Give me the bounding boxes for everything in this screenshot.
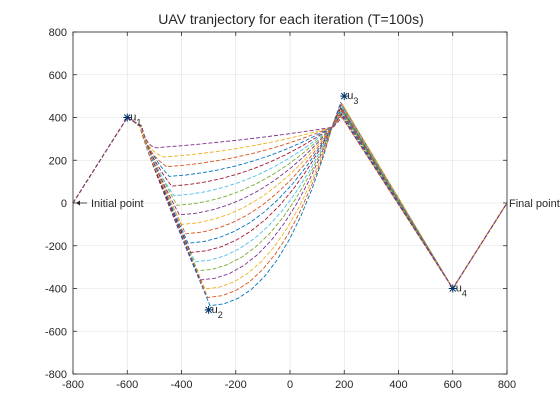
- trajectory-series: [72, 109, 508, 290]
- marker-stroke: [340, 92, 348, 100]
- marker-stroke: [205, 306, 212, 314]
- y-tick-label: -400: [45, 284, 67, 296]
- user-label: u3: [347, 90, 358, 106]
- x-tick-label: -200: [225, 379, 247, 391]
- initial-point-label: Initial point: [91, 198, 144, 210]
- x-tick-label: -800: [62, 379, 84, 391]
- marker-stroke: [123, 114, 131, 121]
- initial-point-arrowhead: [76, 200, 80, 206]
- trajectory-series: [72, 111, 508, 290]
- x-tick-label: 800: [498, 379, 516, 391]
- trajectory-series: [72, 115, 508, 290]
- user-marker: [123, 113, 132, 122]
- x-tick-label: -400: [170, 379, 192, 391]
- x-tick-label: -600: [116, 379, 138, 391]
- y-tick-label: -600: [45, 326, 67, 338]
- trajectory-series: [72, 106, 508, 290]
- x-tick-label: 400: [389, 379, 407, 391]
- final-point-label: Final point: [509, 198, 560, 210]
- user-marker: [448, 284, 457, 293]
- axis-ticks: -800 -600 -400 -200 0 200 400 600 800 -800 -600 -40…: [45, 27, 516, 391]
- y-tick-label: 200: [49, 155, 67, 167]
- chart-title: UAV tranjectory for each iteration (T=10…: [158, 11, 423, 27]
- x-tick-label: 600: [444, 379, 462, 391]
- trajectory-series: [72, 110, 508, 290]
- trajectory-series: [72, 116, 508, 290]
- trajectory-lines: [72, 101, 508, 307]
- y-tick-label: 800: [49, 27, 67, 39]
- user-marker: [340, 92, 349, 101]
- user-label: u2: [212, 304, 223, 320]
- trajectory-series: [72, 114, 508, 290]
- y-tick-label: 0: [61, 198, 67, 210]
- y-tick-label: -200: [45, 241, 67, 253]
- y-tick-label: -800: [45, 369, 67, 381]
- x-tick-label: 0: [287, 379, 293, 391]
- y-tick-label: 400: [49, 113, 67, 125]
- x-tick-label: 200: [335, 379, 353, 391]
- user-marker: [204, 305, 213, 314]
- marker-stroke: [449, 285, 457, 292]
- user-label: u1: [130, 112, 141, 128]
- y-tick-label: 600: [49, 70, 67, 82]
- user-markers: u1 u2 u3 u4 Initial point Final point: [76, 90, 560, 320]
- user-label: u4: [456, 283, 467, 299]
- plot-axes: u1 u2 u3 u4 Initial point Final point -800 -60…: [45, 27, 560, 391]
